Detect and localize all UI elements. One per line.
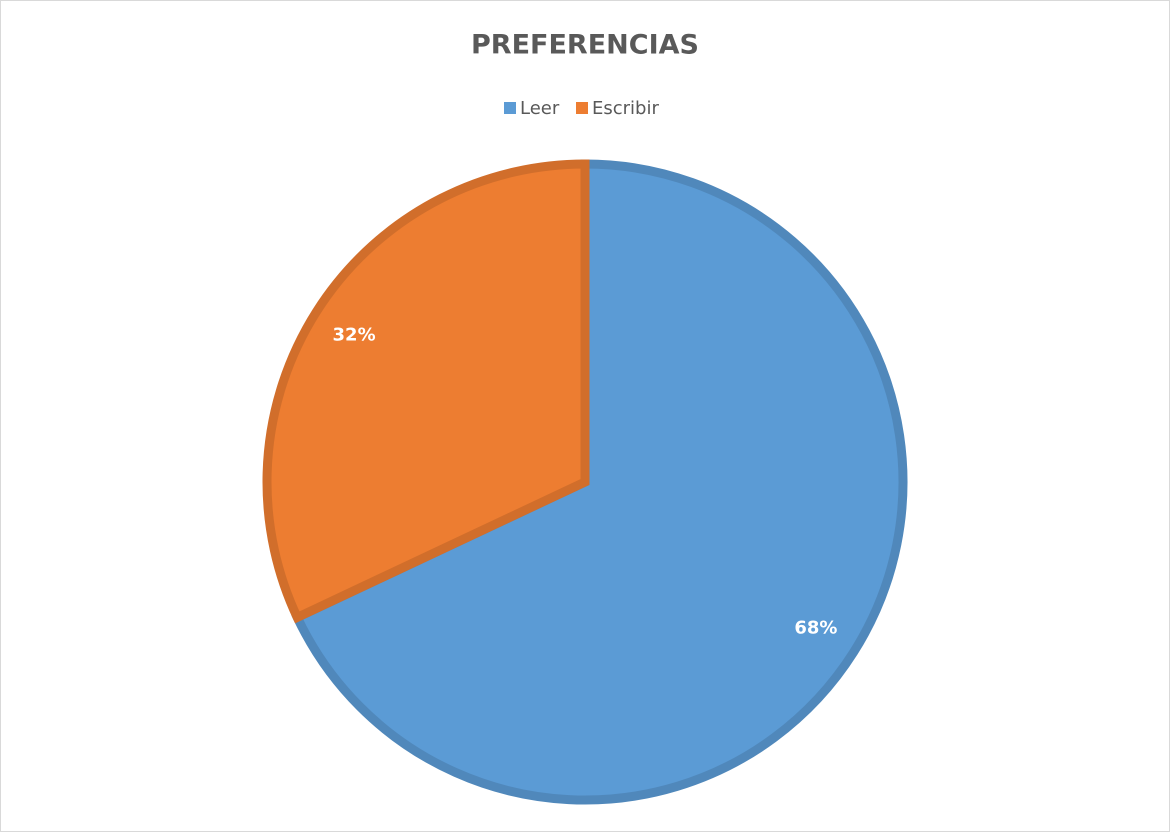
data-label: 68% — [794, 618, 837, 639]
chart-title: PREFERENCIAS — [471, 30, 699, 61]
legend-label: Leer — [520, 98, 560, 119]
legend-swatch — [576, 102, 588, 114]
data-label: 32% — [333, 324, 376, 345]
pie-slice — [291, 159, 908, 805]
legend-label: Escribir — [592, 98, 659, 119]
legend-swatch — [504, 102, 516, 114]
pie-slice — [262, 159, 590, 624]
